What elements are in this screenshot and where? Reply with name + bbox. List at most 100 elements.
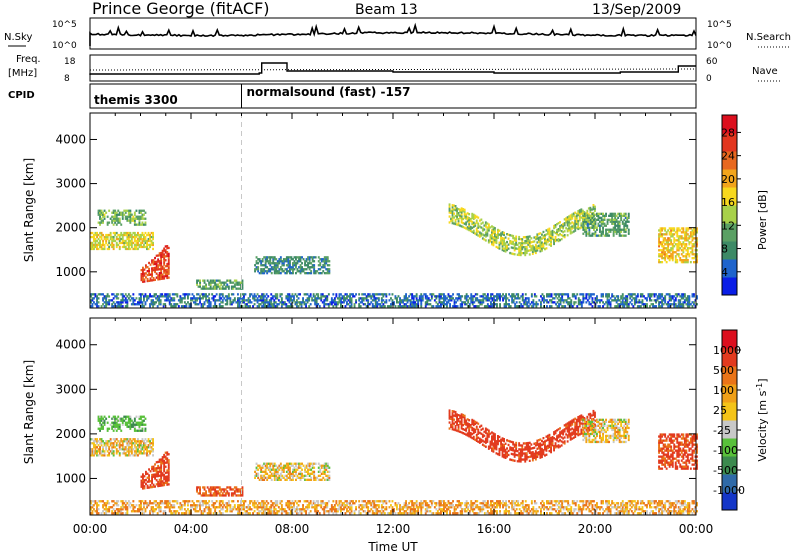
range-gate-cell bbox=[90, 512, 92, 515]
range-gate-cell bbox=[599, 230, 601, 233]
range-gate-cell bbox=[135, 452, 138, 455]
range-gate-cell bbox=[115, 419, 118, 422]
range-gate-cell bbox=[205, 502, 207, 505]
range-gate-cell bbox=[106, 502, 109, 505]
range-gate-cell bbox=[583, 217, 586, 220]
range-gate-cell bbox=[202, 512, 204, 515]
range-gate-cell bbox=[142, 268, 144, 271]
range-gate-cell bbox=[618, 303, 621, 306]
range-gate-cell bbox=[677, 239, 680, 242]
range-gate-cell bbox=[199, 301, 201, 304]
range-gate-cell bbox=[320, 466, 323, 469]
range-gate-cell bbox=[111, 239, 114, 243]
range-gate-cell bbox=[256, 305, 259, 308]
range-gate-cell bbox=[238, 494, 241, 497]
range-gate-cell bbox=[158, 278, 161, 281]
range-gate-cell bbox=[609, 212, 612, 215]
range-gate-cell bbox=[582, 226, 585, 229]
range-gate-cell bbox=[163, 473, 166, 477]
range-gate-cell bbox=[585, 220, 588, 223]
range-gate-cell bbox=[150, 239, 153, 243]
range-gate-cell bbox=[679, 237, 682, 240]
range-gate-cell bbox=[406, 305, 409, 308]
range-gate-cell bbox=[200, 303, 203, 306]
range-gate-cell bbox=[591, 208, 593, 211]
range-gate-cell bbox=[194, 510, 197, 513]
range-gate-cell bbox=[188, 500, 191, 503]
range-gate-cell bbox=[230, 285, 233, 288]
range-gate-cell bbox=[115, 213, 118, 216]
range-gate-cell bbox=[487, 239, 490, 242]
range-gate-cell bbox=[603, 222, 606, 225]
range-gate-cell bbox=[626, 218, 629, 221]
range-gate-cell bbox=[605, 301, 607, 304]
range-gate-cell bbox=[443, 297, 445, 300]
range-gate-cell bbox=[237, 281, 239, 284]
range-gate-cell bbox=[521, 244, 524, 247]
range-gate-cell bbox=[214, 303, 217, 306]
range-gate-cell bbox=[296, 303, 298, 306]
range-gate-cell bbox=[138, 446, 141, 449]
range-gate-cell bbox=[667, 241, 670, 244]
range-gate-cell bbox=[102, 233, 104, 237]
range-gate-cell bbox=[170, 506, 173, 509]
range-gate-cell bbox=[214, 279, 217, 282]
range-gate-cell bbox=[566, 216, 569, 219]
range-gate-cell bbox=[668, 251, 671, 254]
range-gate-cell bbox=[319, 478, 322, 481]
range-gate-cell bbox=[530, 293, 533, 296]
range-gate-cell bbox=[135, 423, 138, 426]
range-gate-cell bbox=[140, 217, 142, 220]
range-gate-cell bbox=[359, 301, 362, 304]
range-gate-cell bbox=[221, 492, 224, 495]
range-gate-cell bbox=[409, 301, 412, 304]
range-gate-cell bbox=[273, 268, 276, 271]
range-gate-cell bbox=[335, 295, 338, 298]
range-gate-cell bbox=[199, 502, 201, 505]
range-gate-cell bbox=[111, 243, 114, 247]
range-gate-cell bbox=[667, 247, 670, 250]
range-gate-cell bbox=[597, 218, 600, 221]
range-gate-cell bbox=[126, 438, 129, 441]
range-gate-cell bbox=[202, 486, 204, 489]
range-gate-cell bbox=[141, 512, 144, 515]
range-gate-cell bbox=[96, 454, 98, 457]
range-gate-cell bbox=[140, 209, 142, 212]
range-gate-cell bbox=[111, 448, 114, 451]
range-gate-cell bbox=[275, 472, 278, 475]
range-gate-cell bbox=[680, 237, 683, 240]
range-gate-cell bbox=[661, 249, 664, 252]
range-gate-cell bbox=[235, 508, 238, 511]
nsearch-label: N.Search bbox=[746, 32, 791, 43]
range-gate-cell bbox=[285, 478, 288, 481]
range-gate-cell bbox=[255, 468, 258, 471]
range-gate-cell bbox=[626, 216, 629, 219]
range-gate-cell bbox=[140, 274, 143, 278]
range-gate-cell bbox=[176, 295, 179, 298]
range-gate-cell bbox=[512, 236, 515, 240]
range-gate-cell bbox=[568, 301, 571, 304]
range-gate-cell bbox=[241, 492, 244, 495]
range-gate-cell bbox=[114, 219, 117, 222]
range-gate-cell bbox=[135, 440, 138, 443]
range-gate-cell bbox=[129, 209, 132, 212]
range-gate-cell bbox=[93, 293, 95, 296]
range-gate-cell bbox=[349, 305, 351, 308]
range-gate-cell bbox=[602, 228, 604, 231]
range-gate-cell bbox=[677, 305, 680, 308]
range-gate-cell bbox=[158, 262, 161, 265]
range-gate-cell bbox=[133, 219, 136, 222]
range-gate-cell bbox=[575, 226, 578, 229]
range-gate-cell bbox=[269, 468, 272, 471]
range-gate-cell bbox=[166, 251, 169, 254]
range-gate-cell bbox=[263, 256, 266, 259]
range-gate-cell bbox=[265, 299, 268, 302]
range-gate-cell bbox=[474, 222, 477, 225]
range-gate-cell bbox=[276, 478, 279, 481]
range-gate-cell bbox=[600, 222, 603, 225]
range-gate-cell bbox=[374, 305, 377, 308]
range-gate-cell bbox=[665, 303, 668, 306]
range-gate-cell bbox=[527, 239, 530, 242]
range-gate-cell bbox=[287, 258, 290, 261]
range-gate-cell bbox=[105, 448, 108, 451]
